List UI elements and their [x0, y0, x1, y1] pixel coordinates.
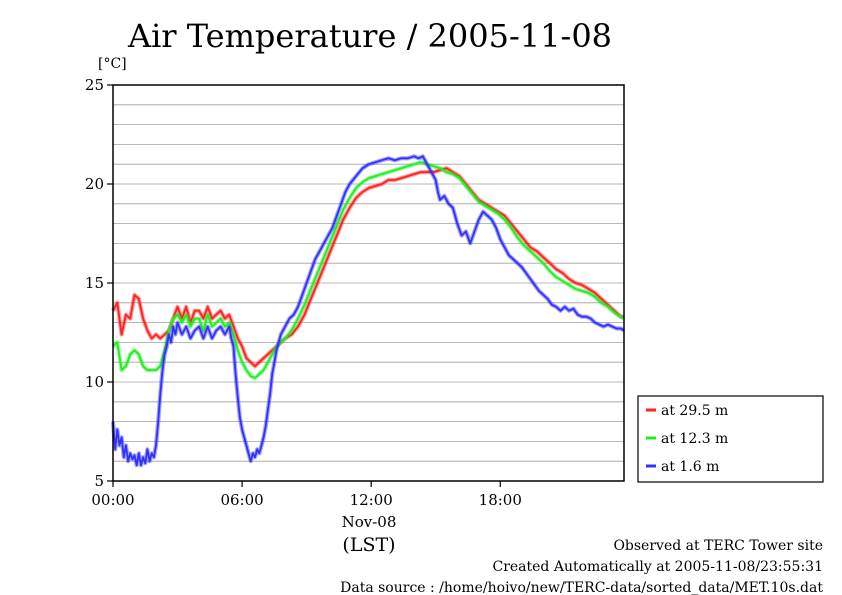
- grid-lines: [113, 104, 624, 462]
- x-tick-label: 00:00: [91, 491, 134, 509]
- y-tick-label: 15: [85, 274, 104, 292]
- series-layer: [110, 154, 626, 468]
- x-tick-label: 12:00: [350, 491, 393, 509]
- footer-created: Created Automatically at 2005-11-08/23:5…: [492, 559, 823, 575]
- legend-label-2: at 1.6 m: [661, 459, 719, 475]
- x-axis-ticks: 00:00 06:00 12:00 18:00: [91, 481, 522, 509]
- legend-box: [637, 395, 824, 483]
- y-axis-unit-label: [°C]: [98, 56, 127, 72]
- y-axis-ticks: 5 10 15 20 25: [85, 76, 113, 490]
- chart-title: Air Temperature / 2005-11-08: [127, 17, 612, 55]
- series-line-halo-2: [110, 154, 626, 468]
- legend: at 29.5 m at 12.3 m at 1.6 m: [637, 395, 824, 483]
- legend-label-0: at 29.5 m: [661, 403, 728, 419]
- x-axis-label: (LST): [342, 534, 395, 556]
- y-tick-label: 5: [94, 472, 104, 490]
- y-tick-label: 10: [85, 373, 104, 391]
- footer-source: Data source : /home/hoivo/new/TERC-data/…: [340, 580, 823, 595]
- series-line-0: [112, 167, 624, 368]
- x-axis-date-label: Nov-08: [342, 513, 397, 531]
- series-line-2: [112, 155, 625, 467]
- y-tick-label: 20: [85, 175, 104, 193]
- y-tick-label: 25: [85, 76, 104, 94]
- series-line-1: [112, 161, 625, 379]
- x-tick-label: 18:00: [479, 491, 522, 509]
- footer-site: Observed at TERC Tower site: [613, 538, 823, 554]
- x-tick-label: 06:00: [220, 491, 263, 509]
- legend-label-1: at 12.3 m: [661, 431, 728, 447]
- series-line-halo-1: [111, 160, 626, 381]
